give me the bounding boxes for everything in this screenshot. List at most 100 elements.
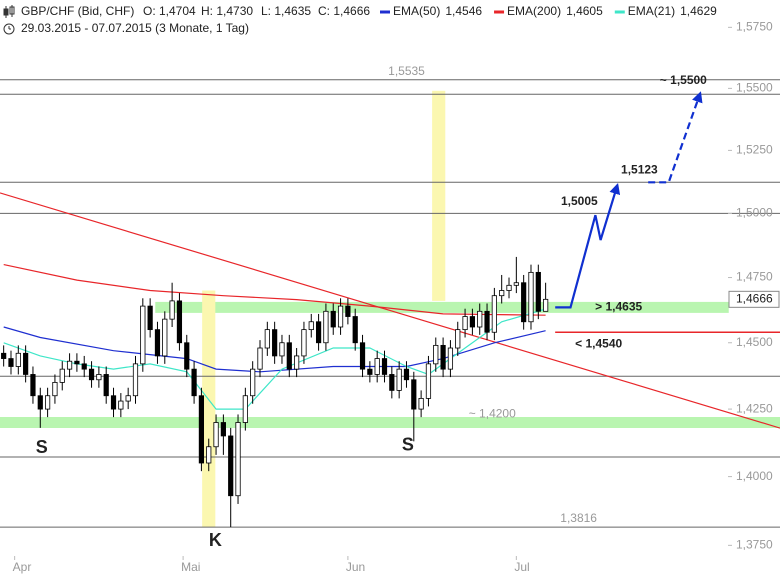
trendline (0, 192, 780, 429)
candle-body (45, 395, 51, 410)
candle-body (74, 360, 80, 365)
x-tick-label: Apr (13, 560, 32, 574)
candle-body (198, 395, 205, 464)
legend-label: EMA(200) (507, 4, 561, 18)
candle-body (162, 318, 168, 357)
candle-body (242, 395, 248, 423)
x-tick-label: Jun (346, 560, 365, 574)
legend-value: 1,4546 (445, 4, 482, 18)
y-tick-label: 1,5750 (736, 19, 773, 33)
date-range: 29.03.2015 - 07.07.2015 (3 Monate, 1 Tag… (21, 21, 249, 35)
candle-body (294, 355, 300, 370)
candle-icon (3, 5, 15, 18)
ema-line (3, 308, 546, 410)
y-tick-label: 1,4250 (736, 401, 773, 415)
level-label: 1,3816 (560, 511, 597, 525)
candle-body (264, 329, 270, 349)
candle-body (132, 363, 139, 397)
legend-label: EMA(50) (393, 4, 440, 18)
symbol: GBP/CHF (Bid, CHF) (21, 4, 134, 18)
candle-body (462, 316, 468, 331)
candle-body (30, 374, 36, 397)
candle-body (535, 271, 541, 312)
plot-area: 1,5535 ~ 1,4200 1,3816 1,3750 1,4000 1,4250 1,… (0, 19, 780, 574)
candle-body (513, 282, 519, 286)
candle-body (411, 379, 417, 410)
level-label: 1,5535 (388, 64, 425, 78)
candle-body (279, 342, 285, 357)
candle-body (1, 352, 7, 359)
candle-body (235, 422, 241, 497)
candle-body (272, 329, 278, 357)
ema-line (3, 264, 546, 316)
candle-body (220, 422, 226, 437)
candle-body (521, 282, 527, 323)
candle-body (125, 395, 131, 402)
candle-body (59, 368, 65, 383)
legend-value: 1,4629 (680, 4, 717, 18)
y-tick-label: 1,5250 (736, 143, 773, 157)
candle-body (469, 316, 475, 328)
header: GBP/CHF (Bid, CHF) O: 1,4704 H: 1,4730 L… (3, 4, 370, 35)
candle-body (396, 368, 402, 391)
candle-body (484, 310, 490, 333)
candle-body (381, 358, 388, 375)
candle-body (81, 363, 87, 370)
candle-body (359, 342, 366, 370)
candle-body (169, 300, 175, 320)
candle-body (543, 298, 549, 312)
candle-body (352, 316, 358, 344)
candle-body (250, 368, 256, 397)
projection-path-dashed (648, 91, 703, 184)
candle-body (110, 395, 117, 410)
candle-body (337, 305, 344, 328)
y-tick-label: 1,4750 (736, 270, 773, 284)
candle-body (66, 360, 73, 370)
candle-body (367, 368, 373, 375)
candle-body (23, 352, 29, 375)
ohlc-high: H: 1,4730 (201, 4, 253, 18)
candle-body (206, 446, 212, 464)
candle-body (506, 284, 512, 291)
target-label: > 1,4635 (595, 300, 642, 314)
ohlc-open: O: 1,4704 (143, 4, 196, 18)
candle-body (440, 344, 446, 370)
level-label: ~ 1,4200 (469, 407, 516, 421)
y-tick-label: 1,5500 (736, 81, 773, 95)
candle-body (418, 397, 424, 410)
candle-body (103, 374, 109, 397)
candle-body (154, 329, 161, 357)
legend-value: 1,4605 (566, 4, 603, 18)
candle-body (455, 329, 461, 349)
target-label: < 1,4540 (575, 336, 622, 350)
legend-label: EMA(21) (628, 4, 675, 18)
x-tick-label: Mai (181, 560, 200, 574)
projection-label: 1,5123 (621, 163, 658, 177)
legend: EMA(50) 1,4546 EMA(200) 1,4605 EMA(21) 1,4629 (380, 4, 717, 18)
candle-body (433, 344, 439, 365)
candle-body (15, 352, 21, 367)
candle-body (403, 368, 410, 381)
candle-body (52, 382, 58, 397)
candle-body (499, 290, 505, 297)
clock-icon (3, 23, 15, 35)
pattern-marker: S (36, 437, 48, 457)
candle-body (425, 363, 432, 399)
candle-body (118, 400, 124, 410)
y-tick-label: 1,3750 (736, 538, 773, 552)
highlight-band (432, 90, 446, 301)
highlight-band (202, 290, 216, 528)
pattern-marker: S (402, 435, 414, 455)
candle-body (315, 321, 322, 344)
pattern-marker: K (209, 530, 222, 550)
candle-body (140, 305, 146, 365)
candle-body (191, 368, 197, 397)
candle-body (37, 395, 43, 410)
candle-body (374, 358, 380, 375)
x-tick-label: Jul (514, 560, 529, 574)
candle-body (147, 305, 153, 331)
candle-body (447, 347, 454, 370)
ohlc-close: C: 1,4666 (318, 4, 370, 18)
candle-body (96, 374, 102, 381)
